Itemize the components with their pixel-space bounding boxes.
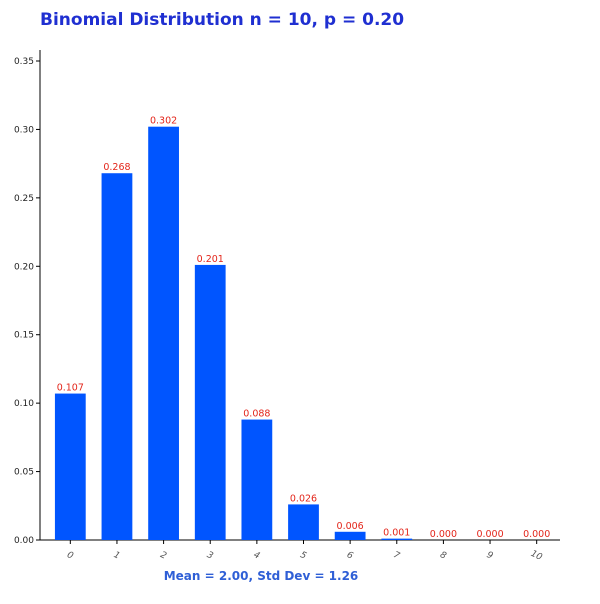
bar-7 bbox=[381, 538, 413, 540]
y-tick-label: 0.00 bbox=[14, 536, 34, 546]
x-axis: 0 1 2 3 4 5 6 7 8 9 10 bbox=[40, 539, 560, 563]
x-tick-label-4: 4 bbox=[252, 550, 262, 562]
data-label-7: 0.001 bbox=[383, 528, 410, 539]
y-tick-label: 0.20 bbox=[14, 262, 34, 272]
bars bbox=[54, 126, 413, 541]
bar-2 bbox=[148, 126, 179, 540]
y-tick-label: 0.35 bbox=[14, 57, 34, 67]
x-tick-label-3: 3 bbox=[205, 550, 215, 562]
x-tick-label-8: 8 bbox=[438, 550, 448, 562]
bar-1 bbox=[101, 173, 133, 541]
y-tick-label: 0.25 bbox=[14, 194, 34, 204]
data-label-10: 0.000 bbox=[523, 529, 550, 540]
data-label-5: 0.026 bbox=[290, 493, 317, 504]
bar-3 bbox=[194, 264, 226, 540]
x-tick-label-0: 0 bbox=[65, 550, 75, 562]
data-label-2: 0.302 bbox=[150, 116, 177, 127]
x-tick-label-6: 6 bbox=[345, 550, 355, 562]
x-tick-label-2: 2 bbox=[158, 550, 168, 562]
data-labels: 0.107 0.268 0.302 0.201 0.088 0.026 0.006 0.001… bbox=[57, 116, 551, 540]
y-tick-label: 0.05 bbox=[14, 468, 34, 478]
data-label-4: 0.088 bbox=[243, 409, 270, 420]
bar-4 bbox=[241, 419, 273, 540]
chart-subtitle: Mean = 2.00, Std Dev = 1.26 bbox=[164, 569, 359, 583]
data-label-8: 0.000 bbox=[430, 529, 457, 540]
y-tick-label: 0.10 bbox=[14, 399, 34, 409]
data-label-6: 0.006 bbox=[337, 521, 364, 532]
x-tick-label-7: 7 bbox=[392, 550, 402, 562]
x-tick-label-1: 1 bbox=[112, 550, 121, 561]
chart-title: Binomial Distribution n = 10, p = 0.20 bbox=[40, 10, 404, 30]
data-label-0: 0.107 bbox=[57, 383, 84, 394]
y-axis: 0.00 0.05 0.10 0.15 0.20 0.25 0.30 0.35 bbox=[14, 50, 41, 546]
data-label-1: 0.268 bbox=[103, 162, 130, 173]
bar-0 bbox=[54, 393, 86, 540]
x-tick-label-9: 9 bbox=[485, 550, 495, 562]
bar-5 bbox=[288, 504, 319, 540]
data-label-3: 0.201 bbox=[197, 254, 224, 265]
x-tick-label-5: 5 bbox=[298, 550, 308, 562]
data-label-9: 0.000 bbox=[476, 529, 503, 540]
y-tick-label: 0.15 bbox=[14, 331, 34, 341]
y-tick-label: 0.30 bbox=[14, 125, 34, 135]
x-tick-label-10: 10 bbox=[529, 549, 544, 563]
bar-6 bbox=[334, 531, 366, 540]
